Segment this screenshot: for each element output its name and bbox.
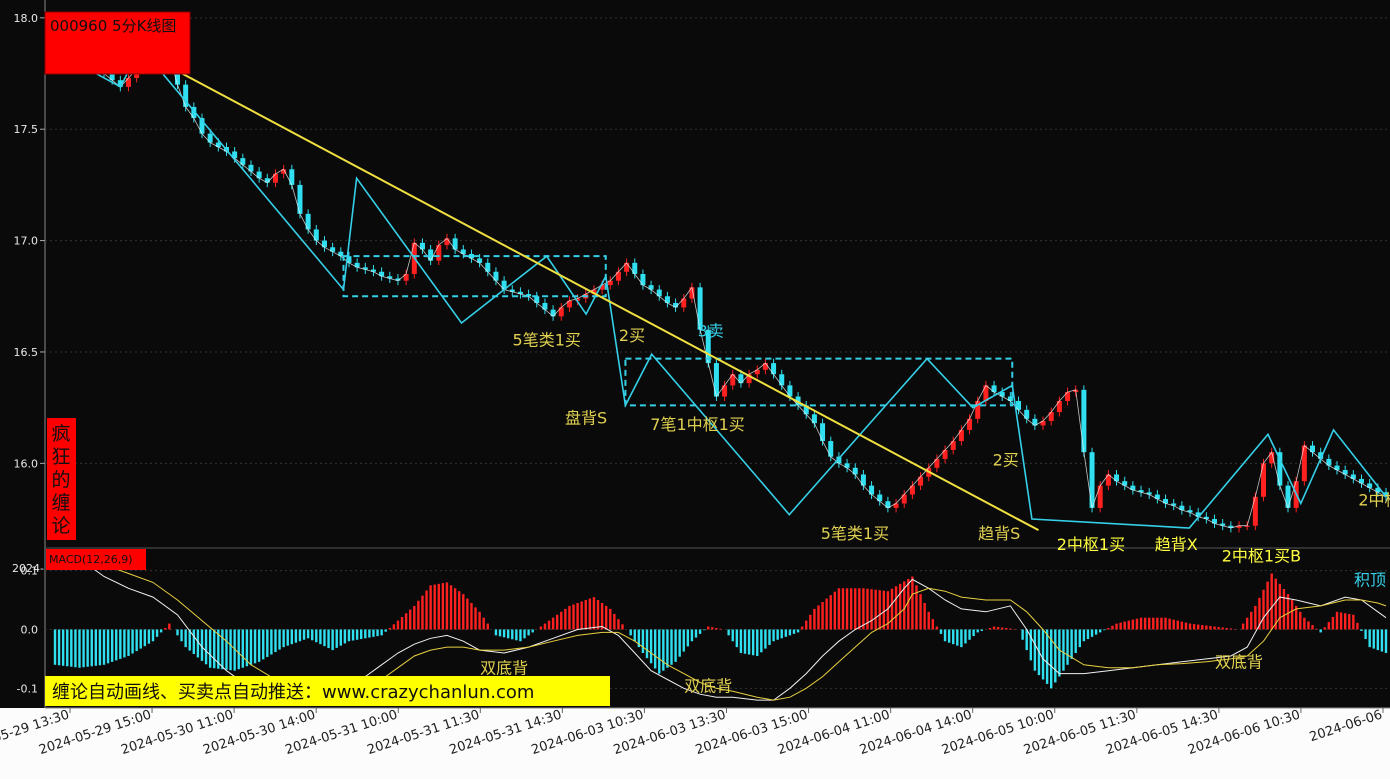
macd-tick-label: 0.0 [21,623,39,636]
signal-label: 2中枢2买 [1358,491,1390,510]
price-candle [436,245,441,261]
price-candle [1057,401,1062,412]
price-candle [722,385,727,396]
signal-label: 趋背S [978,524,1020,543]
side-label-char: 的 [51,469,70,491]
price-candle [640,274,645,285]
price-candle [289,169,294,185]
price-candle [959,430,964,441]
chart-title: 000960 5分K线图 [50,17,176,35]
price-candle [1261,463,1266,496]
price-candle [632,263,637,274]
signal-label: 2买 [619,326,645,345]
price-candle [869,486,874,495]
price-candle [297,185,302,214]
price-candle [681,299,686,308]
side-label-char: 疯 [51,423,70,445]
signal-label: 2中枢1买 [1057,535,1125,554]
signal-label: 3卖 [698,321,724,340]
price-candle [273,174,278,183]
price-candle [714,363,719,396]
price-candle [1253,497,1258,526]
price-tick-label: 17.0 [14,235,39,248]
price-candle [1081,390,1086,452]
macd-label: MACD(12,26,9) [49,553,133,566]
macd-tick-label: -0.1 [17,682,38,695]
price-candle [453,238,458,249]
price-candle [787,385,792,396]
macd-signal-label: 双底背 [684,676,732,695]
price-candle [624,263,629,272]
price-tick-label: 16.0 [14,457,39,470]
price-tick-label: 18.0 [14,12,39,25]
side-label-char: 缠 [51,492,70,514]
signal-label: 盘背S [565,408,607,427]
price-candle [428,249,433,260]
price-candle [1286,486,1291,508]
signal-label: 5笔类1买 [821,524,889,543]
macd-signal-label: 积顶 [1354,570,1386,589]
macd-signal-label: 双底背 [1215,653,1263,672]
price-tick-label: 17.5 [14,123,39,136]
price-candle [820,423,825,441]
price-candle [1090,452,1095,508]
price-candle [918,477,923,486]
macd-signal-label: 双底背 [480,659,528,678]
signal-label: 2中枢1买B [1222,546,1301,565]
signal-label: 趋背X [1155,535,1198,554]
price-panel [45,0,1390,548]
side-label-char: 狂 [51,446,70,468]
price-candle [1098,486,1103,508]
partial-date-label: 2024- [12,562,44,575]
side-label-char: 论 [51,515,70,537]
price-candle [861,474,866,485]
price-candle [1302,446,1307,482]
price-candle [126,78,131,87]
price-candle [967,419,972,430]
signal-label: 2买 [993,451,1019,470]
price-tick-label: 16.5 [14,346,39,359]
price-candle [314,229,319,240]
signal-label: 7笔1中枢1买 [650,415,745,434]
price-candle [828,441,833,457]
price-candle [943,450,948,459]
price-candle [771,363,776,374]
price-candle [306,214,311,230]
side-label: 疯狂的缠论 [51,423,70,537]
promo-text: 缠论自动画线、买卖点自动推送：www.crazychanlun.com [52,682,534,703]
signal-label: 5笔类1买 [513,330,581,349]
